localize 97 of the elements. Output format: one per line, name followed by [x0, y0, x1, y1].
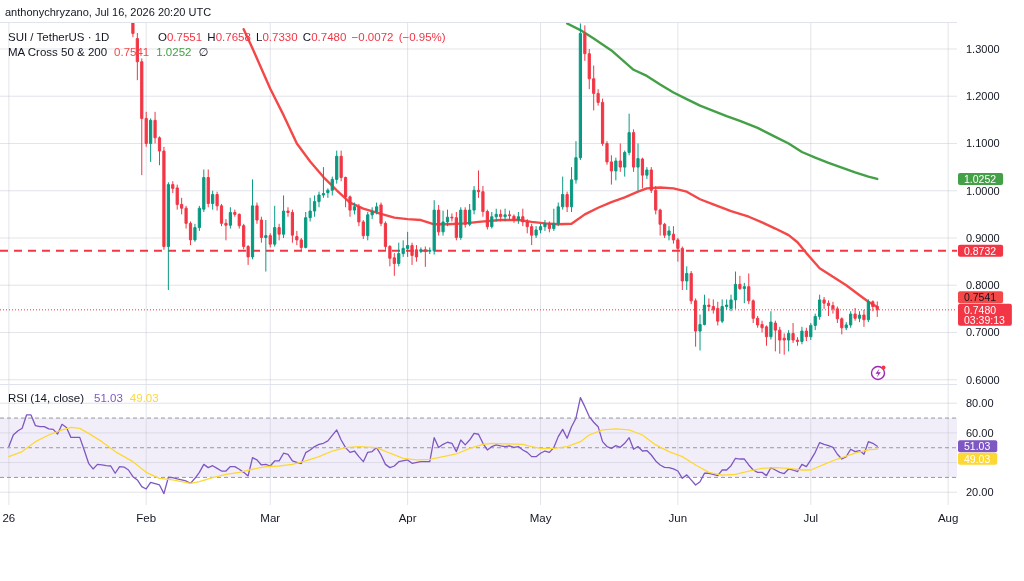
candlestick — [131, 23, 135, 38]
y-tick-label: 1.0000 — [966, 184, 1000, 197]
candlestick — [534, 225, 538, 239]
candlestick — [277, 223, 281, 241]
text: SUI / TetherUS · 1D — [8, 31, 110, 43]
text: RSI (14, close) — [8, 392, 85, 404]
annotation: 51.03 — [94, 392, 123, 404]
y-tick-label: 60.00 — [966, 426, 994, 439]
candlestick — [565, 191, 569, 213]
candlestick — [547, 220, 551, 233]
y-tick-label: 0.8000 — [966, 279, 1000, 292]
candlestick — [667, 225, 671, 241]
candlestick — [228, 206, 232, 230]
x-tick-label: Aug — [937, 512, 959, 524]
candlestick — [397, 242, 401, 267]
line-series — [8, 426, 878, 484]
y-tick-label: 0.6000 — [966, 373, 1000, 386]
candlestick — [733, 271, 738, 310]
candlestick — [499, 209, 503, 222]
candlestick — [211, 190, 215, 211]
annotation: 1.0252 — [156, 46, 192, 58]
candlestick — [640, 157, 645, 189]
candlestick — [716, 301, 720, 326]
candlestick — [374, 202, 379, 215]
candlestick — [764, 324, 769, 347]
candlestick — [459, 206, 463, 241]
text: 0.7541 — [964, 291, 997, 304]
candlestick — [742, 282, 746, 304]
text: 1.0252 — [964, 172, 997, 185]
x-tick-label: May — [529, 512, 552, 524]
candlestick — [414, 244, 419, 263]
candlestick — [791, 322, 795, 344]
candlestick — [538, 223, 543, 234]
candlestick — [631, 128, 636, 173]
text: 49.03 — [964, 452, 991, 465]
candlestick — [419, 246, 423, 254]
ref-line-label: 0.7480 — [964, 303, 997, 316]
text: anthonychryzano, Jul 16, 2026 20:20 UTC — [5, 6, 212, 18]
y-tick-label: 1.2000 — [966, 90, 1000, 103]
candlestick — [175, 184, 179, 211]
candlestick — [720, 298, 724, 324]
y-tick-label: 0.9000 — [966, 231, 1000, 244]
ref-line-label: 0.8732 — [964, 244, 997, 257]
y-tick-label: 80.00 — [966, 397, 994, 410]
candlestick — [512, 213, 516, 224]
candlestick — [866, 298, 870, 323]
candlestick — [290, 209, 295, 244]
candlestick — [618, 142, 622, 173]
candlestick — [250, 178, 255, 260]
candlestick — [432, 199, 436, 256]
candlestick — [787, 329, 791, 352]
candlestick — [264, 219, 268, 273]
x-tick-label: 26 — [2, 512, 16, 524]
y-tick-label: 1.3000 — [966, 42, 1000, 55]
x-tick-label: Feb — [136, 512, 157, 524]
candlestick — [463, 206, 467, 229]
y-tick-label: 0.7000 — [966, 326, 1000, 339]
x-tick-label: Mar — [260, 512, 281, 524]
candlestick — [800, 326, 804, 345]
candlestick — [614, 157, 618, 181]
candlestick — [516, 211, 520, 225]
candlestick — [503, 208, 507, 222]
candlestick — [268, 232, 272, 248]
candlestick — [804, 327, 808, 342]
candlestick — [352, 202, 357, 215]
candlestick — [490, 211, 494, 230]
candlestick — [636, 142, 640, 192]
candlestick — [437, 204, 441, 237]
line-series — [8, 396, 878, 495]
candlestick — [206, 168, 210, 208]
candlestick — [312, 194, 317, 218]
candlestick — [166, 181, 170, 291]
text: 03:39:13 — [964, 313, 1006, 326]
x-tick-label: Jul — [803, 512, 819, 524]
annotation: 49.03 — [129, 392, 159, 404]
candlestick — [645, 166, 649, 180]
candlestick — [149, 117, 153, 163]
candlestick — [826, 299, 831, 317]
line-series — [565, 23, 879, 181]
candlestick — [543, 219, 547, 232]
candlestick — [857, 310, 862, 323]
candlestick — [273, 205, 277, 247]
candlestick — [507, 210, 512, 221]
candlestick — [366, 211, 370, 241]
candlestick — [281, 194, 286, 239]
x-tick-label: Apr — [398, 512, 417, 524]
x-tick-label: Jun — [668, 512, 688, 524]
y-tick-label: 1.1000 — [966, 137, 1000, 150]
candlestick — [769, 310, 773, 341]
y-tick-label: 20.00 — [966, 486, 994, 499]
text: 51.03 — [964, 440, 991, 453]
candlestick — [685, 265, 689, 291]
candlestick — [441, 210, 445, 237]
annotation: ∅ — [198, 46, 209, 58]
annotation: MA Cross 50 & 200 — [8, 46, 108, 58]
candlestick — [454, 211, 458, 241]
candlestick — [738, 275, 742, 291]
